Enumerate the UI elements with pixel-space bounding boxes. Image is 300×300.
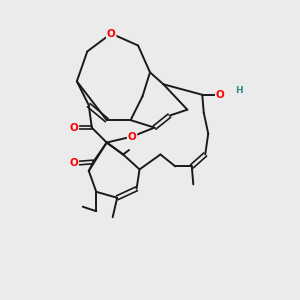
Text: O: O (70, 158, 78, 168)
Text: O: O (107, 28, 116, 38)
Text: O: O (70, 123, 78, 133)
Text: H: H (235, 86, 242, 95)
Text: O: O (128, 132, 136, 142)
Text: O: O (216, 90, 224, 100)
